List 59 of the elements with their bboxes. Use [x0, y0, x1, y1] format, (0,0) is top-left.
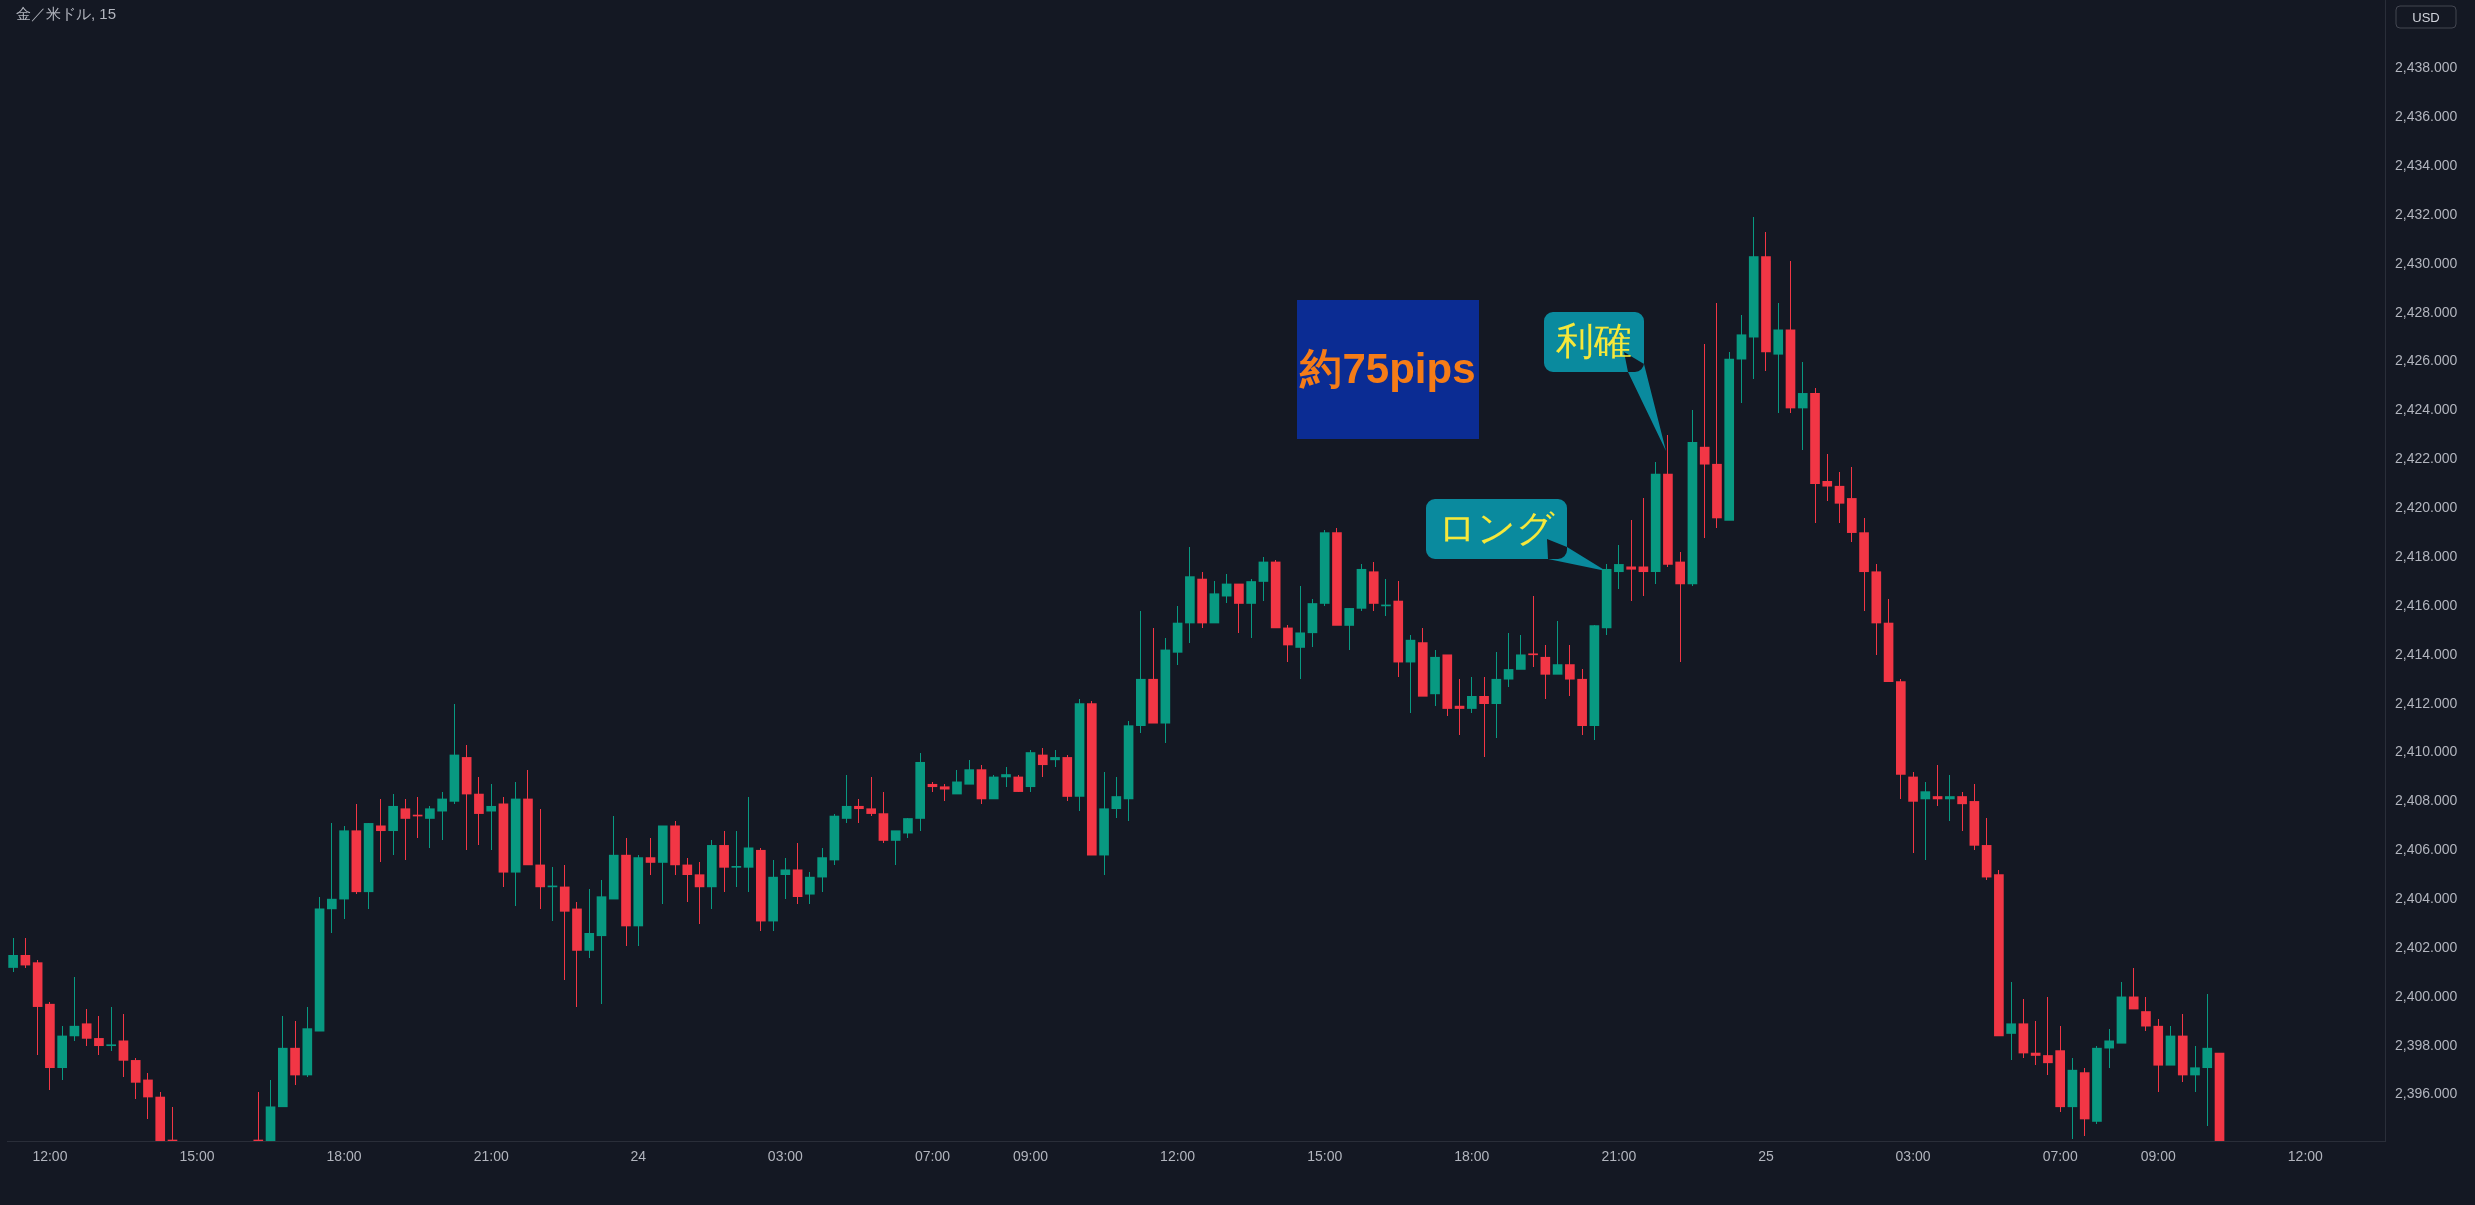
- x-tick-label: 21:00: [473, 1148, 509, 1165]
- candlestick: [1454, 679, 1465, 735]
- y-tick-label: 2,436.000: [2395, 108, 2458, 125]
- x-tick-label: 07:00: [914, 1148, 951, 1165]
- y-tick-label: 2,396.000: [2395, 1085, 2458, 1102]
- y-tick-label: 2,438.000: [2395, 59, 2458, 76]
- x-tick-label: 09:00: [2140, 1148, 2176, 1165]
- x-tick-label: 15:00: [1307, 1148, 1343, 1165]
- y-tick-label: 2,408.000: [2395, 792, 2458, 809]
- y-tick-label: 2,432.000: [2395, 205, 2458, 222]
- x-tick-label: 03:00: [767, 1148, 804, 1165]
- y-tick-label: 2,422.000: [2395, 450, 2458, 467]
- candlestick: [1920, 782, 1931, 860]
- x-tick-label: 24: [630, 1148, 647, 1165]
- y-tick-label: 2,420.000: [2395, 499, 2458, 516]
- y-tick-label: 2,434.000: [2395, 157, 2458, 173]
- candlestick: [486, 784, 497, 850]
- y-tick-label: 2,416.000: [2395, 596, 2458, 613]
- chart-title: 金／米ドル, 15: [16, 5, 117, 23]
- x-tick-label: 12:00: [2287, 1148, 2324, 1165]
- candlestick: [731, 831, 742, 887]
- x-tick-label: 09:00: [1013, 1148, 1049, 1165]
- annotation: 約75pips: [1299, 345, 1476, 393]
- x-tick-label: 03:00: [1895, 1148, 1931, 1165]
- candlestick: [1945, 775, 1955, 821]
- y-tick-label: 2,404.000: [2395, 889, 2458, 906]
- candlestick: [1479, 677, 1489, 757]
- x-tick-label: 25: [1758, 1148, 1774, 1165]
- x-tick-label: 15:00: [179, 1148, 215, 1165]
- candlestick: [106, 1007, 117, 1051]
- y-tick-label: 2,428.000: [2395, 303, 2458, 320]
- candlestick: [1699, 344, 1710, 538]
- y-tick-label: 2,406.000: [2395, 841, 2458, 858]
- x-tick-label: 12:00: [32, 1148, 68, 1165]
- candlestick: [327, 823, 337, 933]
- x-tick-label: 18:00: [326, 1148, 362, 1165]
- annotation: ロング: [1438, 507, 1555, 550]
- x-tick-label: 18:00: [1454, 1148, 1490, 1165]
- candlestick: [376, 799, 386, 862]
- candlestick: [1626, 520, 1636, 601]
- candlestick: [1528, 596, 1538, 667]
- y-tick-label: 2,398.000: [2395, 1036, 2458, 1053]
- x-tick-label: 12:00: [1160, 1148, 1196, 1165]
- y-tick-label: 2,414.000: [2395, 645, 2458, 662]
- y-tick-label: 2,424.000: [2395, 401, 2458, 418]
- annotation: 利確: [1556, 320, 1632, 363]
- y-tick-label: 2,402.000: [2395, 938, 2458, 955]
- y-axis-title: USD: [2412, 9, 2440, 25]
- x-tick-label: 21:00: [1601, 1148, 1637, 1165]
- candlestick: [1932, 765, 1943, 806]
- y-tick-label: 2,418.000: [2395, 547, 2458, 564]
- candlestick: [2043, 997, 2053, 1075]
- y-tick-label: 2,426.000: [2395, 352, 2458, 369]
- y-tick-label: 2,412.000: [2395, 694, 2458, 711]
- y-tick-label: 2,410.000: [2395, 743, 2458, 760]
- y-tick-label: 2,400.000: [2395, 987, 2458, 1004]
- x-tick-label: 07:00: [2042, 1148, 2078, 1165]
- y-tick-label: 2,430.000: [2395, 254, 2458, 271]
- candlestick: [2030, 1021, 2041, 1065]
